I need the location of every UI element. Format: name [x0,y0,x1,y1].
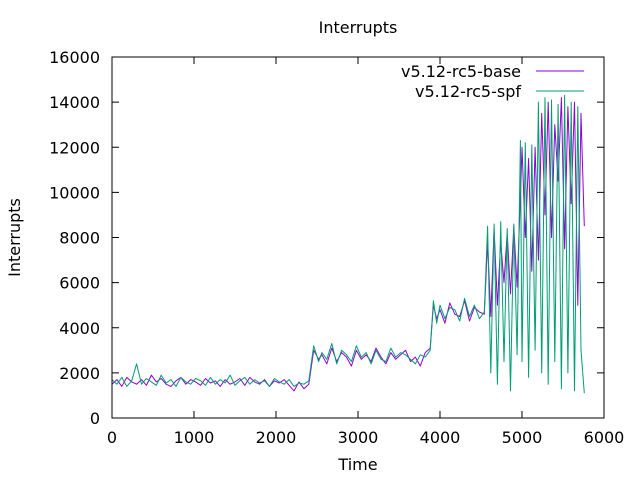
y-axis-label: Interrupts [5,198,24,277]
chart-title: Interrupts [319,18,398,37]
series-line-2 [111,94,585,394]
series-layer [111,94,585,394]
y-tick-label: 10000 [49,183,100,202]
y-tick-label: 16000 [49,48,100,67]
y-tick-label: 4000 [59,319,100,338]
y-tick-label: 0 [90,409,100,428]
x-tick-label: 4000 [420,428,461,447]
x-tick-label: 3000 [338,428,379,447]
x-tick-label: 0 [107,428,117,447]
y-tick-label: 2000 [59,364,100,383]
legend-label-2: v5.12-rc5-spf [415,82,521,101]
y-tick-label: 12000 [49,138,100,157]
x-tick-label: 6000 [584,428,625,447]
x-tick-label: 5000 [502,428,543,447]
x-axis-label: Time [337,455,377,474]
series-line-1 [111,97,585,392]
x-axis: 0 1000 2000 3000 4000 5000 6000 [107,57,624,447]
legend-label-1: v5.12-rc5-base [401,62,521,81]
y-tick-label: 8000 [59,229,100,248]
y-tick-label: 6000 [59,274,100,293]
y-tick-label: 14000 [49,93,100,112]
y-axis: 0 2000 4000 6000 8000 10000 12000 14000 16000 [49,48,604,428]
x-tick-label: 1000 [174,428,215,447]
x-tick-label: 2000 [256,428,297,447]
